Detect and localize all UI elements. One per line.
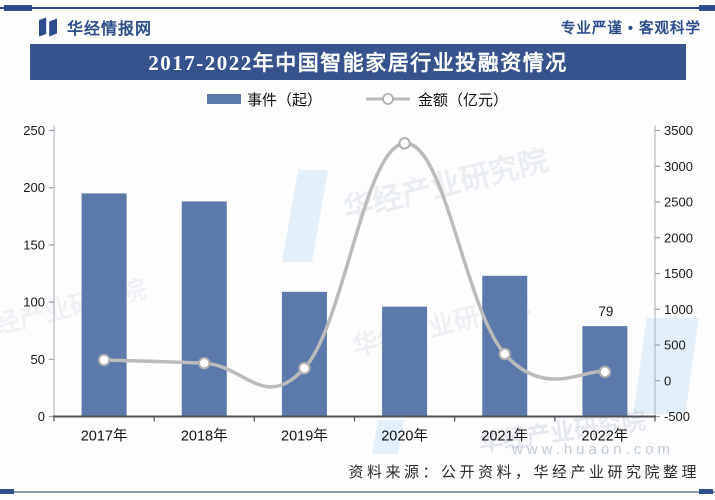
x-axis-label: 2021年 <box>481 428 528 445</box>
line-marker-2022年 <box>598 365 612 379</box>
top-rule-left-cap <box>4 5 32 11</box>
legend-line-label: 金额（亿元） <box>418 91 509 109</box>
right-axis-label: 2000 <box>664 230 693 245</box>
line-marker-2021年 <box>498 347 511 361</box>
x-axis-label: 2022年 <box>582 428 629 445</box>
x-axis-label: 2017年 <box>81 428 128 445</box>
amount-line <box>102 141 607 389</box>
bar-value-label: 79 <box>598 304 613 319</box>
x-axis-label: 2020年 <box>381 428 428 445</box>
left-axis-label: 200 <box>23 180 45 195</box>
bottom-rule-right-cap <box>699 489 713 494</box>
right-axis-label: 3500 <box>664 123 693 138</box>
left-axis-label: 100 <box>23 295 45 310</box>
bar-swatch-icon <box>206 94 241 104</box>
brand-logo-icon <box>39 17 57 37</box>
left-axis-label: 50 <box>31 352 45 367</box>
top-rule <box>0 7 715 9</box>
top-rule-right-cap <box>699 5 715 11</box>
bar-2020年 <box>382 306 428 417</box>
right-axis-label: 1500 <box>664 266 693 281</box>
legend-bar-label: 事件（起） <box>246 91 322 109</box>
line-marker-2017年 <box>97 353 111 367</box>
bar-2018年 <box>181 201 227 417</box>
line-marker-2018年 <box>198 357 211 370</box>
header: 华经情报网 专业严谨 • 客观科学 <box>36 14 701 40</box>
x-axis-label: 2018年 <box>181 428 228 445</box>
right-axis-label: -500 <box>664 409 690 424</box>
x-axis-label: 2019年 <box>281 428 328 445</box>
bar-2017年 <box>81 193 127 417</box>
legend-item-bar: 事件（起） <box>206 89 322 110</box>
right-axis-label: 2500 <box>664 195 693 210</box>
right-axis-label: 1000 <box>664 302 693 317</box>
brand-name: 华经情报网 <box>67 21 153 38</box>
brand: 华经情报网 <box>36 15 152 39</box>
legend-item-line: 金额（亿元） <box>364 89 508 110</box>
header-slogan: 专业严谨 • 客观科学 <box>560 20 701 37</box>
left-axis-label: 250 <box>23 123 45 138</box>
source-note: 资料来源：公开资料，华经产业研究院整理 <box>348 464 700 481</box>
left-axis-label: 0 <box>38 409 45 424</box>
line-marker-2020年 <box>398 137 411 150</box>
chart-title: 2017-2022年中国智能家居行业投融资情况 <box>30 44 686 80</box>
left-axis-label: 150 <box>23 237 45 252</box>
right-axis-label: 0 <box>664 373 671 388</box>
bar-2019年 <box>281 291 327 417</box>
line-marker-2019年 <box>298 362 311 375</box>
legend: 事件（起） 金额（亿元） <box>0 88 715 110</box>
bottom-rule <box>0 491 715 493</box>
right-axis-label: 500 <box>664 338 686 353</box>
right-axis-label: 3000 <box>664 159 693 174</box>
bottom-rule-left-cap <box>0 489 14 494</box>
bar-2021年 <box>482 275 528 417</box>
line-marker-icon <box>366 93 410 105</box>
